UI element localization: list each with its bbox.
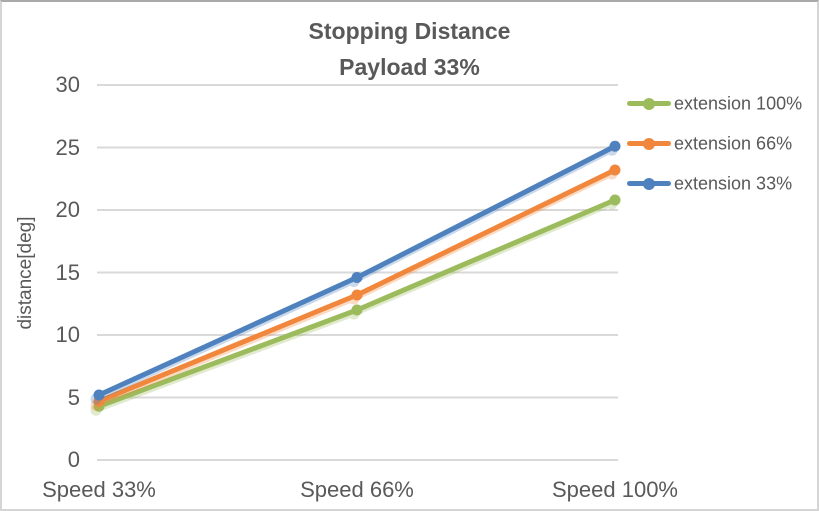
legend-label: extension 100% [674,93,803,114]
legend-label: extension 66% [674,133,793,154]
legend-label: extension 33% [674,173,793,194]
y-tick-label: 0 [67,447,80,472]
data-point [609,164,621,176]
x-category-label: Speed 66% [300,477,414,502]
y-tick-label: 25 [55,134,80,160]
legend-dot-marker [643,138,655,150]
legend-item: extension 66% [627,133,817,154]
y-tick-label: 20 [55,197,80,222]
data-point [351,272,363,283]
x-category-label: Speed 33% [42,477,156,502]
data-point [351,289,363,301]
series-extension-33- [93,140,621,401]
series-line [96,143,618,398]
chart-title-line1: Stopping Distance [308,18,511,44]
chart-title: Stopping Distance Payload 33% [2,13,817,85]
y-tick-label: 15 [55,259,80,285]
legend-dot-marker [643,98,655,110]
y-tick-label: 10 [55,322,80,347]
data-point [609,140,621,152]
chart-title-line2: Payload 33% [339,54,480,80]
legend-item: extension 100% [627,93,817,114]
data-point [351,304,363,316]
y-tick-label: 5 [67,384,80,410]
x-category-label: Speed 100% [552,477,678,502]
data-point [93,389,105,401]
y-tick-label: 30 [55,72,80,97]
legend-dot-marker [643,178,655,190]
data-point [609,194,621,206]
legend-item: extension 33% [627,173,817,194]
